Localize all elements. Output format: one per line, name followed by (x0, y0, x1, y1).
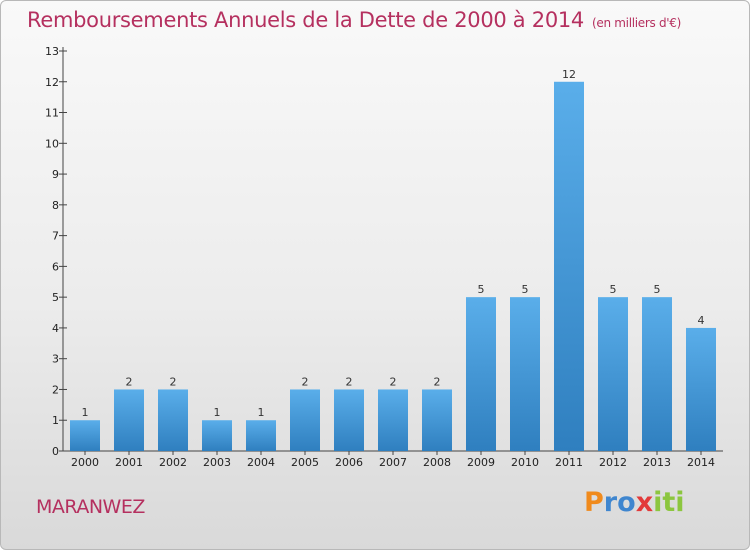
bar-value-label: 1 (82, 406, 89, 419)
x-tick-label: 2007 (379, 456, 407, 469)
bar-2011 (554, 81, 584, 452)
x-tick-label: 2006 (335, 456, 363, 469)
bar-value-label: 2 (170, 375, 177, 388)
proxiti-logo[interactable]: Proxiti (584, 487, 685, 518)
x-tick-label: 2003 (203, 456, 231, 469)
chart-subtitle: (en milliers d'€) (592, 16, 682, 30)
x-tick-label: 2001 (115, 456, 143, 469)
y-tick-label: 11 (45, 107, 59, 120)
logo-letter: t (662, 487, 676, 518)
bar-value-label: 5 (610, 283, 617, 296)
y-tick-label: 3 (52, 353, 59, 366)
x-tick-label: 2008 (423, 456, 451, 469)
chart-title: Remboursements Annuels de la Dette de 20… (27, 8, 681, 32)
x-tick-label: 2013 (643, 456, 671, 469)
x-tick-label: 2009 (467, 456, 495, 469)
x-tick-label: 2011 (555, 456, 583, 469)
x-tick-label: 2000 (71, 456, 99, 469)
logo-letter: P (584, 487, 604, 518)
y-tick-label: 9 (52, 168, 59, 181)
bar-value-label: 2 (126, 375, 133, 388)
bar-value-label: 4 (698, 314, 705, 327)
logo-letter: x (635, 487, 654, 518)
bar-2001 (114, 389, 144, 451)
bar-2000 (70, 420, 100, 451)
y-tick-label: 12 (45, 76, 59, 89)
y-tick-label: 6 (52, 260, 59, 273)
bar-value-label: 2 (302, 375, 309, 388)
bar-2008 (422, 389, 452, 451)
bar-value-label: 1 (214, 406, 221, 419)
y-tick-label: 0 (52, 445, 59, 458)
y-tick-label: 10 (45, 137, 59, 150)
bar-2012 (598, 297, 628, 451)
bar-2005 (290, 389, 320, 451)
bar-value-label: 12 (562, 68, 576, 81)
bar-2004 (246, 420, 276, 451)
bar-value-label: 5 (522, 283, 529, 296)
bar-2010 (510, 297, 540, 451)
bar-value-label: 5 (478, 283, 485, 296)
bar-value-label: 1 (258, 406, 265, 419)
logo-letter: i (653, 487, 663, 518)
bar-value-label: 2 (390, 375, 397, 388)
y-tick-label: 5 (52, 291, 59, 304)
y-tick-label: 4 (52, 322, 59, 335)
bar-2013 (642, 297, 672, 451)
logo-letter: i (675, 487, 685, 518)
bar-value-label: 2 (434, 375, 441, 388)
bar-value-label: 5 (654, 283, 661, 296)
x-tick-label: 2014 (687, 456, 715, 469)
y-tick-label: 8 (52, 199, 59, 212)
bar-2007 (378, 389, 408, 451)
bar-2014 (686, 327, 716, 451)
x-tick-label: 2005 (291, 456, 319, 469)
bar-2002 (158, 389, 188, 451)
bar-2006 (334, 389, 364, 451)
x-tick-label: 2012 (599, 456, 627, 469)
bar-2009 (466, 297, 496, 451)
place-name: MARANWEZ (36, 496, 145, 518)
y-tick-label: 1 (52, 414, 59, 427)
logo-letter: o (617, 487, 636, 518)
y-tick-label: 13 (45, 45, 59, 58)
y-tick-label: 2 (52, 383, 59, 396)
x-tick-label: 2004 (247, 456, 275, 469)
bar-2003 (202, 420, 232, 451)
x-tick-label: 2010 (511, 456, 539, 469)
bar-value-label: 2 (346, 375, 353, 388)
logo-letter: r (603, 487, 618, 518)
y-tick-label: 7 (52, 230, 59, 243)
x-tick-label: 2002 (159, 456, 187, 469)
chart-title-text: Remboursements Annuels de la Dette de 20… (27, 8, 584, 32)
